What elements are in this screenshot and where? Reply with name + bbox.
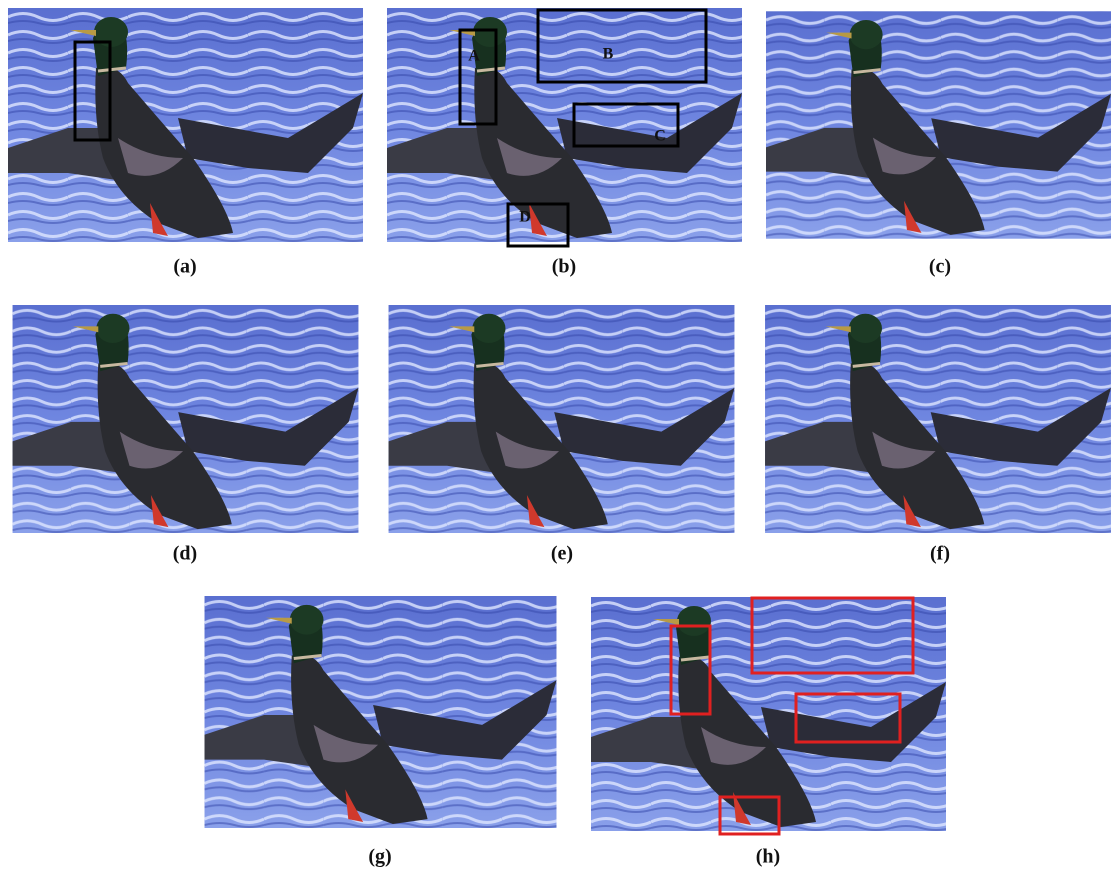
- caption: (h): [756, 846, 780, 868]
- caption: (d): [173, 543, 197, 565]
- box-label: D: [519, 209, 531, 226]
- caption: (e): [551, 543, 573, 565]
- caption: (b): [552, 256, 576, 278]
- image-d: [13, 305, 359, 533]
- caption: (a): [173, 256, 196, 278]
- figure: A B C D (a) (b) (c) (d) (e) (f) (g) (h): [0, 0, 1117, 874]
- image-e: [389, 305, 735, 533]
- box-label: B: [603, 46, 614, 63]
- caption: (c): [929, 256, 951, 278]
- caption: (f): [930, 543, 950, 565]
- image-c: [766, 11, 1111, 238]
- image-b: [387, 8, 742, 242]
- image-g: [205, 596, 557, 828]
- image-f: [765, 305, 1111, 533]
- caption: (g): [368, 846, 391, 868]
- image-a: [8, 8, 363, 242]
- box-label: A: [468, 48, 480, 65]
- box-label: C: [654, 128, 666, 145]
